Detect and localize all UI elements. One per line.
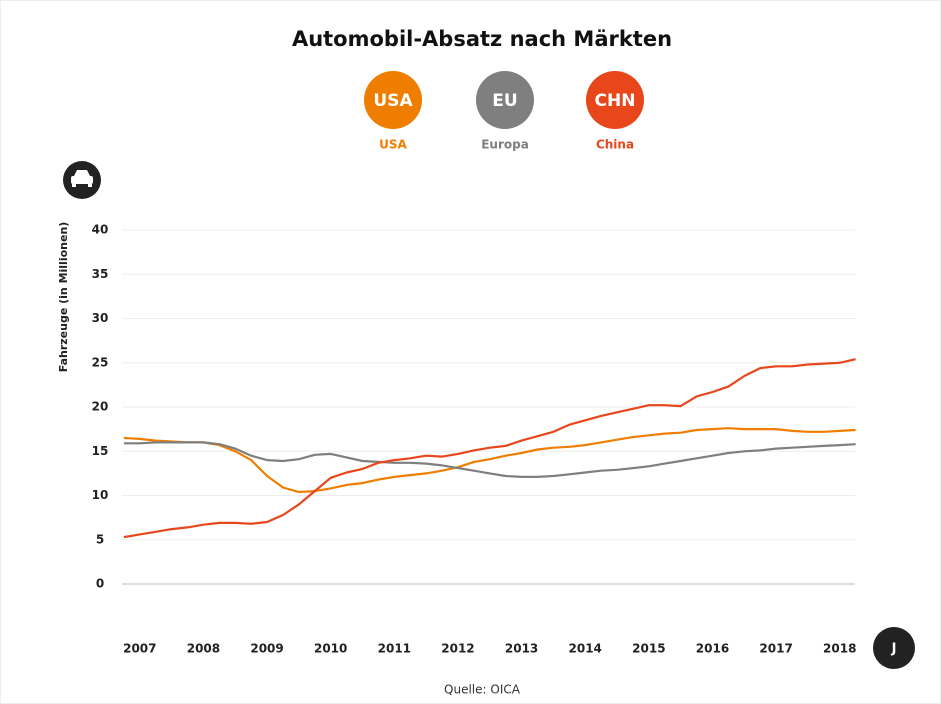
source: Quelle: OICA	[444, 683, 521, 697]
legend-badge-label: EU	[492, 91, 517, 111]
series-line	[123, 358, 856, 539]
legend-badge	[586, 71, 644, 129]
x-tick-label: 2014	[569, 642, 602, 656]
chart-title: Automobil-Absatz nach Märkten	[292, 27, 672, 51]
x-tick-label: 2011	[378, 642, 411, 656]
x-tick-label: 2007	[123, 642, 156, 656]
y-tick-label: 15	[92, 444, 109, 458]
legend-label: Europa	[481, 138, 529, 152]
x-unit-badge	[873, 627, 915, 669]
legend-badge	[364, 71, 422, 129]
car-glyph	[71, 170, 93, 187]
y-tick-label: 5	[96, 532, 104, 546]
series-line	[123, 427, 856, 494]
y-tick-label: 0	[96, 577, 104, 591]
y-tick-label: 40	[92, 223, 109, 237]
x-tick-label: 2013	[505, 642, 538, 656]
y-axis-label: Fahrzeuge (in Millionen)	[57, 222, 70, 373]
y-tick-label: 25	[92, 355, 109, 369]
y-tick-label: 30	[92, 311, 109, 325]
x-tick-label: 2016	[696, 642, 729, 656]
legend-badge-label: CHN	[595, 91, 636, 111]
x-tick-label: 2010	[314, 642, 347, 656]
x-tick-label: 2008	[187, 642, 220, 656]
x-tick-label: 2015	[632, 642, 665, 656]
legend-badge	[476, 71, 534, 129]
y-tick-label: 35	[92, 267, 109, 281]
legend-label: USA	[379, 138, 407, 152]
legend-label: China	[596, 138, 634, 152]
x-tick-label: 2017	[759, 642, 792, 656]
y-tick-label: 10	[92, 488, 109, 502]
x-tick-label: 2012	[441, 642, 474, 656]
y-tick-label: 20	[92, 400, 109, 414]
x-tick-label: 2018	[823, 642, 856, 656]
series-line	[123, 441, 856, 478]
legend-badge-label: USA	[373, 91, 413, 111]
x-unit-label: J	[891, 642, 897, 657]
x-tick-label: 2009	[250, 642, 283, 656]
